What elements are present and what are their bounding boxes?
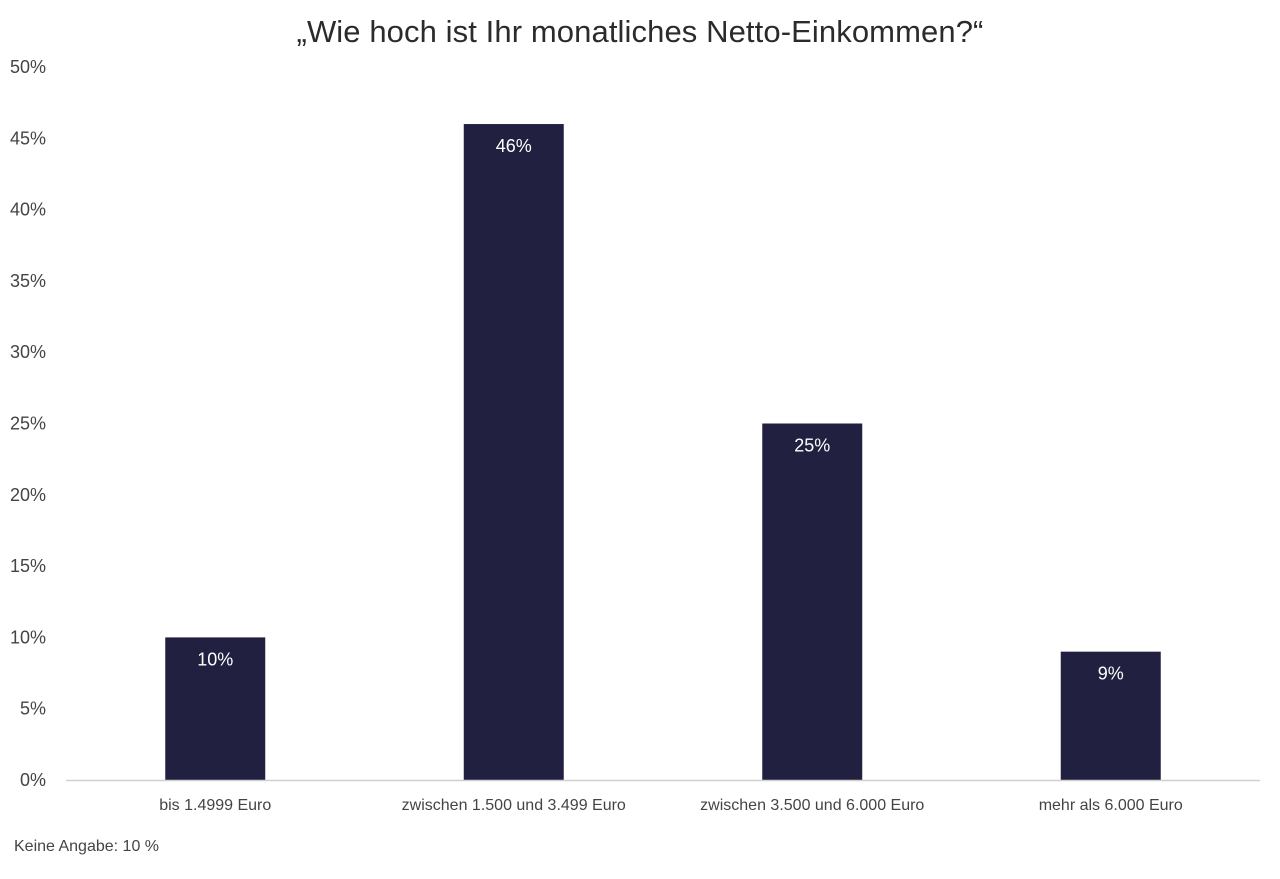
y-tick-label: 35% (10, 271, 46, 291)
bar (762, 423, 863, 780)
y-tick-label: 15% (10, 556, 46, 576)
bar (463, 124, 564, 781)
category-label: mehr als 6.000 Euro (1039, 797, 1183, 814)
y-tick-label: 0% (20, 770, 46, 790)
category-label: zwischen 1.500 und 3.499 Euro (402, 797, 626, 814)
bar-value-label: 9% (1098, 664, 1124, 684)
y-tick-label: 40% (10, 200, 46, 220)
y-tick-label: 50% (10, 57, 46, 77)
y-tick-label: 5% (20, 699, 46, 719)
y-tick-label: 30% (10, 342, 46, 362)
bar-value-labels: 10% 46% 25% 9% (197, 136, 1124, 684)
y-tick-label: 45% (10, 128, 46, 148)
bar-value-label: 10% (197, 649, 233, 669)
bars (165, 124, 1161, 781)
y-axis-ticks: 0% 5% 10% 15% 20% 25% 30% 35% 40% 45% 50% (10, 57, 46, 790)
x-axis-category-labels: bis 1.4999 Euro zwischen 1.500 und 3.499 … (159, 797, 1183, 814)
bar-value-label: 25% (794, 436, 830, 456)
footnote-no-answer: Keine Angabe: 10 % (14, 838, 160, 855)
category-label: zwischen 3.500 und 6.000 Euro (700, 797, 924, 814)
bar (165, 637, 266, 780)
bar (1060, 651, 1161, 780)
category-label: bis 1.4999 Euro (159, 797, 271, 814)
bar-value-label: 46% (496, 136, 532, 156)
y-tick-label: 10% (10, 627, 46, 647)
chart-title: „Wie hoch ist Ihr monatliches Netto-Eink… (296, 14, 984, 49)
y-tick-label: 20% (10, 485, 46, 505)
y-tick-label: 25% (10, 414, 46, 434)
